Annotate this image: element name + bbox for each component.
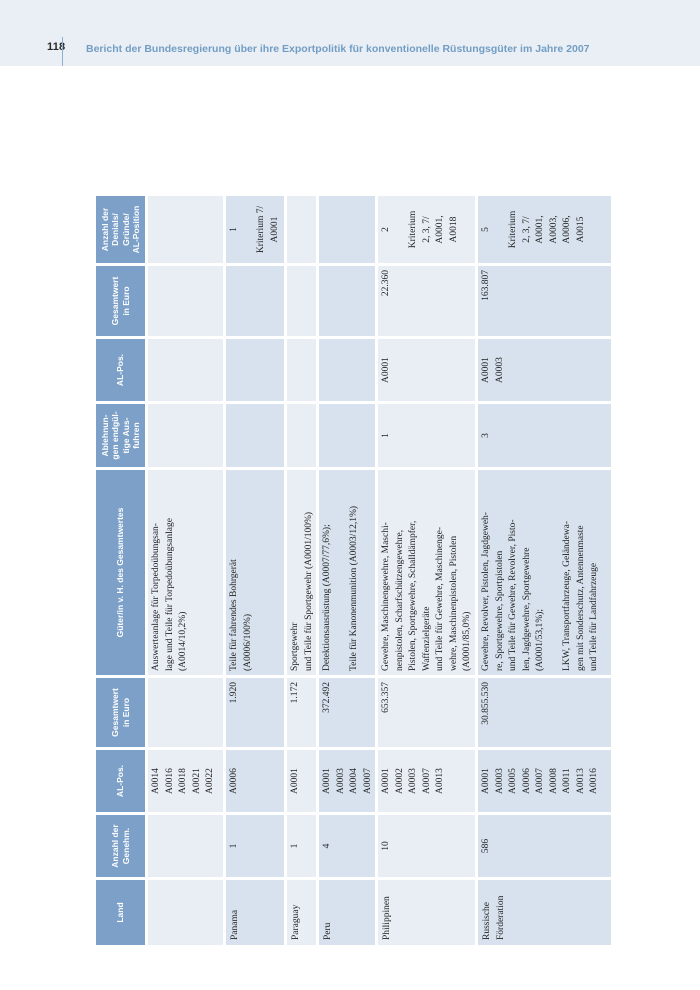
cell-gesamtwert: 372.492 — [319, 678, 375, 747]
cell-al-pos: A0001 A0002 A0003 A0007 A0013 — [378, 750, 475, 812]
cell-ablehnungen — [148, 404, 223, 467]
cell-al-pos: A0006 — [226, 750, 284, 812]
cell-gueter: Detektionsausrüstung (A0007/77,6%); Teil… — [319, 470, 375, 675]
cell-gueter: Teile für fahrendes Bohrgerät (A0006/100… — [226, 470, 284, 675]
cell-gesamtwert-denials — [287, 266, 316, 336]
rotated-table: Land Anzahl der Genehm. AL-Pos. Gesamtwe… — [96, 196, 611, 945]
table-grid: Land Anzahl der Genehm. AL-Pos. Gesamtwe… — [96, 196, 611, 945]
cell-al-pos: A0001 — [287, 750, 316, 812]
page-title: Bericht der Bundesregierung über ihre Ex… — [86, 43, 590, 55]
cell-gesamtwert-denials: 22.360 — [378, 266, 475, 336]
cell-al-pos: A0001 A0003 A0005 A0006 A0007 A0008 A001… — [478, 750, 611, 812]
cell-gueter: Auswerteanlage für Torpedoübungsan- lage… — [148, 470, 223, 675]
cell-denials: 2 Kriterium 2, 3, 7/ A0001, A0018 — [378, 196, 475, 263]
col-header-gesamtwert-denials: Gesamtwert in Euro — [96, 266, 145, 336]
page-number: 118 — [47, 41, 66, 53]
cell-denials: 1 Kriterium 7/ A0001 — [226, 196, 284, 263]
cell-land: Panama — [226, 880, 284, 945]
col-header-al-pos: AL-Pos. — [96, 750, 145, 812]
cell-gesamtwert — [148, 678, 223, 747]
cell-gesamtwert-denials — [226, 266, 284, 336]
cell-land: Peru — [319, 880, 375, 945]
col-header-gesamtwert: Gesamtwert in Euro — [96, 678, 145, 747]
cell-land — [148, 880, 223, 945]
cell-land: Philippinen — [378, 880, 475, 945]
cell-denials — [319, 196, 375, 263]
cell-al-pos-denials: A0001 — [378, 339, 475, 401]
cell-gesamtwert-denials — [319, 266, 375, 336]
cell-al-pos-denials: A0001 A0003 — [478, 339, 611, 401]
cell-ablehnungen: 3 — [478, 404, 611, 467]
col-header-denials: Anzahl der Denials/ Gründe/ AL-Position — [96, 196, 145, 263]
cell-land: Paraguay — [287, 880, 316, 945]
cell-anzahl: 4 — [319, 815, 375, 877]
col-header-land: Land — [96, 880, 145, 945]
header-divider — [62, 37, 63, 66]
cell-ablehnungen — [287, 404, 316, 467]
cell-anzahl: 586 — [478, 815, 611, 877]
cell-anzahl: 1 — [226, 815, 284, 877]
cell-anzahl: 10 — [378, 815, 475, 877]
cell-denials: 5 Kriterium 2, 3, 7/ A0001, A0003, A0006… — [478, 196, 611, 263]
cell-al-pos: A0001 A0003 A0004 A0007 — [319, 750, 375, 812]
col-header-ablehnungen: Ablehnun- gen endgül- tige Aus- fuhren — [96, 404, 145, 467]
cell-gesamtwert-denials: 163.807 — [478, 266, 611, 336]
col-header-anzahl-genehm: Anzahl der Genehm. — [96, 815, 145, 877]
cell-gueter: Gewehre, Maschinengewehre, Maschi- nenpi… — [378, 470, 475, 675]
cell-al-pos-denials — [148, 339, 223, 401]
cell-gesamtwert: 30.855.530 — [478, 678, 611, 747]
col-header-gueter: Güter/in v. H. des Gesamtwertes — [96, 470, 145, 675]
cell-denials — [287, 196, 316, 263]
cell-al-pos-denials — [287, 339, 316, 401]
page-header-band: 118 Bericht der Bundesregierung über ihr… — [0, 0, 700, 66]
cell-anzahl — [148, 815, 223, 877]
cell-ablehnungen — [319, 404, 375, 467]
cell-denials — [148, 196, 223, 263]
cell-al-pos-denials — [319, 339, 375, 401]
cell-ablehnungen: 1 — [378, 404, 475, 467]
cell-anzahl: 1 — [287, 815, 316, 877]
cell-gueter: Sportgewehr und Teile für Sportgewehr (A… — [287, 470, 316, 675]
cell-gesamtwert: 1.172 — [287, 678, 316, 747]
cell-gesamtwert: 653.357 — [378, 678, 475, 747]
cell-al-pos: A0014 A0016 A0018 A0021 A0022 — [148, 750, 223, 812]
cell-gueter: Gewehre, Revolver, Pistolen, Jagdgeweh- … — [478, 470, 611, 675]
cell-gesamtwert-denials — [148, 266, 223, 336]
col-header-al-pos-denials: AL-Pos. — [96, 339, 145, 401]
cell-al-pos-denials — [226, 339, 284, 401]
cell-ablehnungen — [226, 404, 284, 467]
cell-gesamtwert: 1.920 — [226, 678, 284, 747]
cell-land: Russische Förderation — [478, 880, 611, 945]
